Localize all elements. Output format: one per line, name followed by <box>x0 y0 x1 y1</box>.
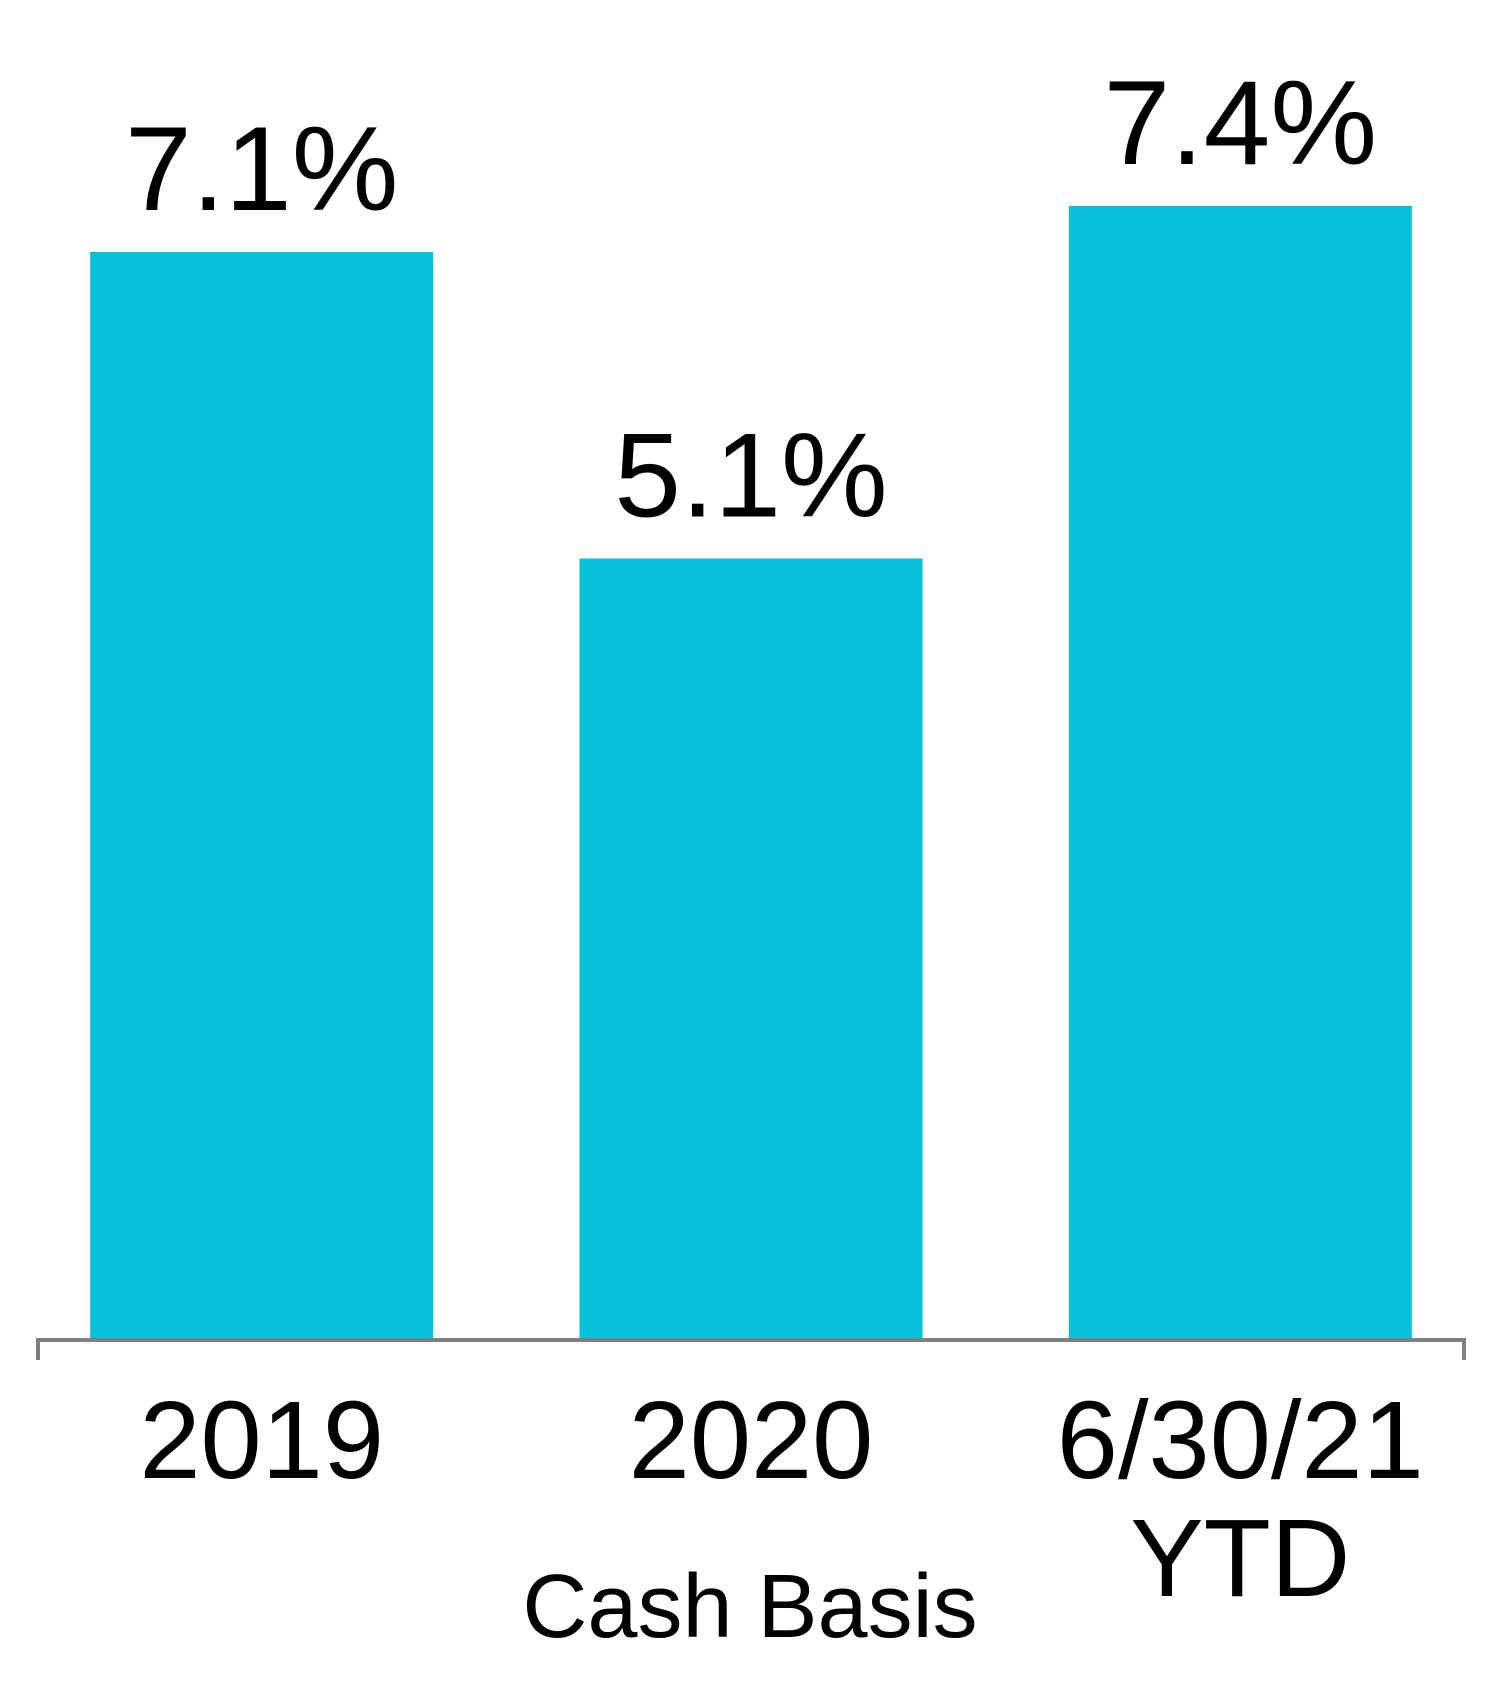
x-axis <box>36 1338 1466 1360</box>
bar-2 <box>579 558 923 1340</box>
x-axis-title: Cash Basis <box>522 1557 977 1657</box>
tick-label-3-line-2: YTD <box>1130 1497 1350 1620</box>
tick-label-3-line-1: 6/30/21 <box>1057 1379 1424 1502</box>
value-labels-layer: 7.1% 5.1% 7.4% <box>125 56 1377 543</box>
bars-layer <box>90 206 1412 1340</box>
bar-1 <box>90 252 434 1340</box>
tick-label-2: 2020 <box>629 1379 874 1502</box>
data-label-3: 7.4% <box>1104 56 1378 190</box>
data-label-2: 5.1% <box>614 409 888 543</box>
tick-label-1: 2019 <box>139 1379 384 1502</box>
data-label-1: 7.1% <box>125 102 399 236</box>
bar-3 <box>1068 206 1412 1340</box>
